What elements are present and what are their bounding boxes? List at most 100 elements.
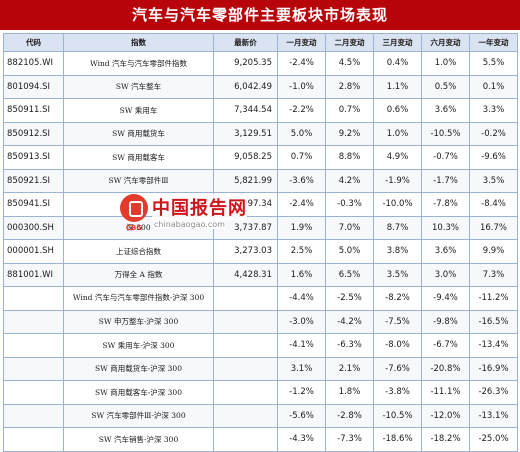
cell-index-name: SW 商用载货车-沪深 300 (63, 356, 214, 381)
cell-code: 850913.SI (3, 145, 64, 170)
cell-change-6m: -9.8% (421, 309, 470, 334)
cell-index-name: SW 乘用车-沪深 300 (63, 333, 214, 358)
cell-change-6m: -1.7% (421, 168, 470, 193)
cell-change-3m: 8.7% (373, 215, 422, 240)
cell-change-1y: 3.3% (469, 98, 518, 123)
cell-change-1m: 2.5% (277, 239, 326, 264)
cell-change-1m: -4.4% (277, 286, 326, 311)
cell-index-name: Wind 汽车与汽车零部件指数 (63, 51, 214, 76)
cell-code: 801094.SI (3, 74, 64, 99)
cell-change-6m: -11.1% (421, 380, 470, 405)
cell-change-1m: -2.4% (277, 51, 326, 76)
cell-change-1m: -1.0% (277, 74, 326, 99)
cell-code: 850941.SI (3, 192, 64, 217)
cell-change-1y: -8.4% (469, 192, 518, 217)
cell-price: 9,058.25 (213, 145, 278, 170)
cell-change-1y: 5.5% (469, 51, 518, 76)
watermark: CBG 中国报告网 chinabaogao.com (120, 190, 250, 240)
watermark-url: chinabaogao.com (154, 220, 225, 229)
cell-price: 9,205.35 (213, 51, 278, 76)
table-header-row: 代码 指数 最新价 一月变动 二月变动 三月变动 六月变动 一年变动 (3, 33, 518, 52)
table-row: SW 申万整车-沪深 300 -3.0% -4.2% -7.5% -9.8% -16.5% (3, 309, 518, 334)
cell-change-1m: -4.3% (277, 427, 326, 452)
column-header-code: 代码 (3, 33, 64, 52)
cell-change-6m: 1.0% (421, 51, 470, 76)
cell-change-1m: -3.0% (277, 309, 326, 334)
cell-index-name: SW 汽车销售-沪深 300 (63, 427, 214, 452)
cell-change-3m: 4.9% (373, 145, 422, 170)
market-performance-table: 代码 指数 最新价 一月变动 二月变动 三月变动 六月变动 一年变动 88210… (3, 33, 518, 452)
cell-price: 7,344.54 (213, 98, 278, 123)
cell-code (3, 333, 64, 358)
cell-change-2m: 8.8% (325, 145, 374, 170)
cell-change-2m: -2.5% (325, 286, 374, 311)
cell-change-6m: -18.2% (421, 427, 470, 452)
cell-index-name: SW 商用载客车-沪深 300 (63, 380, 214, 405)
cell-change-1y: -25.0% (469, 427, 518, 452)
cell-change-3m: 1.0% (373, 121, 422, 146)
cell-index-name: SW 商用载货车 (63, 121, 214, 146)
cell-change-3m: -8.0% (373, 333, 422, 358)
cell-change-1m: 1.9% (277, 215, 326, 240)
cell-price (213, 427, 278, 452)
column-header-3m: 三月变动 (373, 33, 422, 52)
cell-code (3, 309, 64, 334)
cell-change-2m: -7.3% (325, 427, 374, 452)
cell-change-1y: -13.4% (469, 333, 518, 358)
cell-change-3m: -7.6% (373, 356, 422, 381)
cell-change-1y: 9.9% (469, 239, 518, 264)
table-row: 000300.SH 深 300 3,737.87 1.9% 7.0% 8.7% 10.3% 1… (3, 215, 518, 240)
cell-change-6m: 10.3% (421, 215, 470, 240)
cell-change-1y: 3.5% (469, 168, 518, 193)
cell-change-6m: -0.7% (421, 145, 470, 170)
cell-change-3m: 3.8% (373, 239, 422, 264)
cell-change-2m: 2.8% (325, 74, 374, 99)
cell-change-6m: -20.8% (421, 356, 470, 381)
table-row: SW 商用载客车-沪深 300 -1.2% 1.8% -3.8% -11.1% -26.3… (3, 380, 518, 405)
cell-change-2m: 7.0% (325, 215, 374, 240)
cell-code: 850912.SI (3, 121, 64, 146)
column-header-1y: 一年变动 (469, 33, 518, 52)
cell-change-1m: -4.1% (277, 333, 326, 358)
column-header-6m: 六月变动 (421, 33, 470, 52)
cell-index-name: 上证综合指数 (63, 239, 214, 264)
cell-change-1y: 7.3% (469, 262, 518, 287)
table-row: Wind 汽车与汽车零部件指数-沪深 300 -4.4% -2.5% -8.2% -9.… (3, 286, 518, 311)
cell-price (213, 380, 278, 405)
cell-change-1y: 16.7% (469, 215, 518, 240)
cell-price: 4,428.31 (213, 262, 278, 287)
cell-index-name: 万得全 A 指数 (63, 262, 214, 287)
cell-code (3, 356, 64, 381)
cell-change-2m: 6.5% (325, 262, 374, 287)
cell-change-1y: 0.1% (469, 74, 518, 99)
cell-index-name: SW 汽车整车 (63, 74, 214, 99)
table-row: 850912.SI SW 商用载货车 3,129.51 5.0% 9.2% 1.0% -10… (3, 121, 518, 146)
cell-change-2m: 4.2% (325, 168, 374, 193)
cell-code (3, 403, 64, 428)
cell-change-1m: 0.7% (277, 145, 326, 170)
cell-code: 850911.SI (3, 98, 64, 123)
table-row: SW 乘用车-沪深 300 -4.1% -6.3% -8.0% -6.7% -13.4% (3, 333, 518, 358)
cell-change-2m: 1.8% (325, 380, 374, 405)
watermark-logo-icon (120, 194, 148, 222)
watermark-title: 中国报告网 (152, 194, 247, 220)
cell-change-1m: 1.6% (277, 262, 326, 287)
cell-change-2m: 0.7% (325, 98, 374, 123)
cell-code (3, 380, 64, 405)
cell-change-1y: -26.3% (469, 380, 518, 405)
cell-change-6m: -7.8% (421, 192, 470, 217)
cell-change-6m: 0.5% (421, 74, 470, 99)
cell-price (213, 309, 278, 334)
cell-change-2m: 4.5% (325, 51, 374, 76)
cell-change-3m: 3.5% (373, 262, 422, 287)
cell-change-6m: -9.4% (421, 286, 470, 311)
cell-change-1y: -13.1% (469, 403, 518, 428)
cell-change-3m: -1.9% (373, 168, 422, 193)
cell-change-1y: -0.2% (469, 121, 518, 146)
cell-index-name: SW 乘用车 (63, 98, 214, 123)
column-header-price: 最新价 (213, 33, 278, 52)
table-row: 000001.SH 上证综合指数 3,273.03 2.5% 5.0% 3.8% 3.6% 9… (3, 239, 518, 264)
cell-change-3m: -10.0% (373, 192, 422, 217)
cell-change-6m: 3.6% (421, 98, 470, 123)
cell-price: 3,129.51 (213, 121, 278, 146)
